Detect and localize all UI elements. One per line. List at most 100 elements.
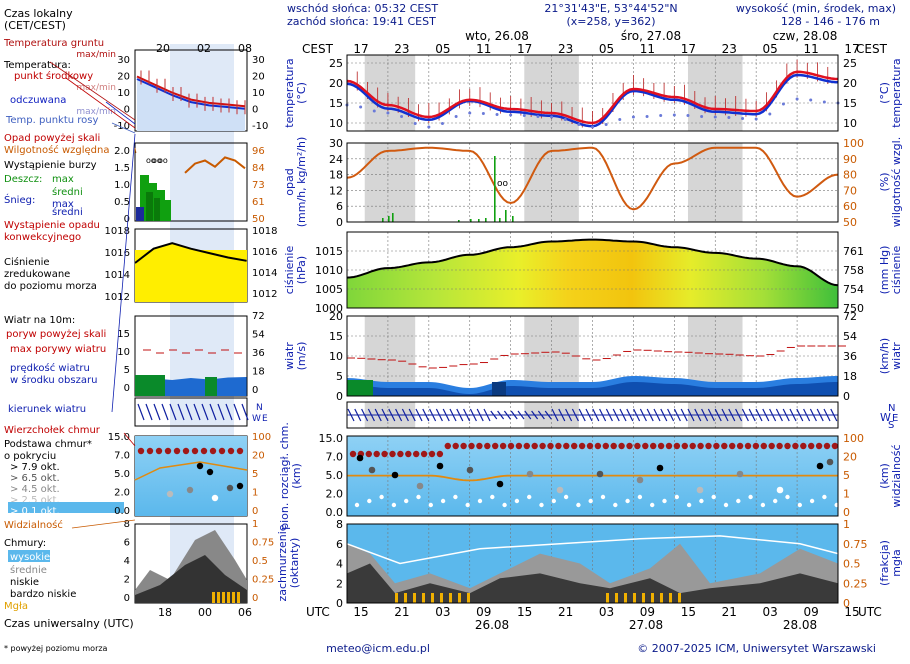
cloudbase-lowdot: [416, 494, 421, 500]
top-tick: 05: [599, 42, 614, 56]
legend-storm: Wystąpienie burzy: [4, 160, 97, 171]
legend-precip-tick: 1.0: [114, 180, 130, 191]
top-tick: 23: [394, 42, 409, 56]
compass-s: S: [888, 420, 894, 431]
cloudtop-dot: [515, 442, 523, 450]
legend-cloudtop-dot: [164, 447, 172, 455]
vis-axis-label: (km)widzialność: [878, 444, 903, 507]
legend-wind-arrow: [153, 403, 161, 421]
legend-wind-arrow: [209, 403, 217, 421]
cloudbase-lowdot: [502, 502, 507, 508]
top-axis-label: CEST: [302, 42, 334, 56]
cloudtop-dot: [484, 442, 491, 450]
wind-tick: 0: [336, 390, 343, 403]
cloud-tick: 7.0: [326, 451, 344, 464]
frac-axis-label-line: mgła: [890, 549, 903, 577]
dewpoint-dot: [672, 113, 676, 117]
legend-press-tick-r: 1014: [252, 268, 277, 279]
legend-top-tick: 20: [156, 42, 170, 55]
cloudtop-dot: [736, 442, 744, 450]
dewpoint-dot: [741, 117, 745, 120]
legend-cover-low: [135, 555, 247, 603]
fog-bar: [651, 593, 654, 603]
bottom-tick: 21: [558, 605, 573, 619]
legend-compass-e: E: [262, 414, 268, 424]
dewpoint-dot: [631, 115, 635, 119]
fog-bar: [642, 593, 645, 603]
bottom-tick: 21: [722, 605, 737, 619]
pressure-line: [346, 238, 839, 287]
top-axis-label-r: CEST: [856, 42, 888, 56]
legend-hum-tick: 61: [252, 197, 265, 208]
cloudbase-lowdot: [600, 494, 606, 500]
cloudbase-lowdot: [711, 494, 716, 500]
email-link[interactable]: meteo@icm.edu.pl: [326, 642, 430, 655]
visibility-line: [347, 474, 838, 482]
cloudbase-lowdot: [428, 502, 433, 508]
frac-tick: 1: [843, 518, 850, 531]
legend-temp-tick-r: -10: [252, 121, 268, 132]
top-tick: 11: [640, 42, 655, 56]
temp-tick: 25: [329, 57, 343, 70]
legend-convective: Wystąpienie opadu konwekcyjnego: [4, 220, 100, 243]
temp-tick: 20: [329, 77, 343, 90]
temp-tick: 10: [329, 117, 343, 130]
precip-tick: 0: [336, 216, 343, 229]
legend-cloudtop-dot: [218, 447, 226, 455]
fog-bar: [422, 593, 425, 603]
legend-ground-maxmin: max/min: [76, 50, 116, 60]
legend-okt-2: > 4.5 okt.: [10, 484, 60, 495]
press-axis-label-r-line: ciśnienie: [890, 246, 903, 295]
fog-bar: [660, 593, 663, 603]
legend-temp-tick-r: 20: [252, 72, 265, 83]
cloudbase-lowdot: [699, 498, 704, 504]
legend-cloudbase-dot: [236, 482, 244, 490]
legend-frac-tick: 0.75: [252, 538, 274, 549]
cloudbase-lowdot: [527, 494, 532, 500]
hum-axis-label-line: (%): [878, 172, 891, 191]
precip-tick: 30: [329, 137, 343, 150]
bottom-tick: 15: [353, 605, 368, 619]
legend-cloudtop-dot: [209, 447, 217, 455]
panel-frame-wind: [346, 315, 839, 397]
bottom-tick: 03: [435, 605, 450, 619]
cloud-tick: 5.0: [326, 469, 344, 482]
legend-cloudbase-dot: [206, 468, 214, 476]
day-bottom: 27.08: [629, 618, 663, 632]
frac-tick: 0.5: [843, 558, 861, 571]
legend-vis-tick: 0: [252, 506, 258, 517]
dewpoint-dot: [427, 125, 431, 129]
cloudbase-lowdot: [576, 502, 581, 508]
legend-fog-bar: [222, 592, 225, 603]
cloudtop-dot: [365, 450, 372, 458]
cloudbase-lowdot: [674, 494, 679, 500]
cloudbase-lowdot: [723, 502, 729, 508]
legend-snow-max: max: [52, 199, 74, 210]
cloudbase-dot: [656, 464, 664, 472]
legend-cloud-base-line: o pokryciu: [4, 451, 56, 462]
legend-vis-tick: 100: [252, 432, 271, 443]
cloudbase-dot: [526, 470, 534, 478]
legend-bottom-tick: 18: [158, 606, 172, 619]
cloudbase-lowdot: [662, 498, 667, 504]
okt-tick: 0: [336, 597, 343, 610]
legend-okt-3: > 2.5 okt.: [10, 495, 60, 506]
dewpoint-dot: [522, 114, 526, 117]
day-bottom: 28.08: [783, 618, 817, 632]
legend-wind-arrow: [145, 403, 153, 421]
legend-rain-bar: [157, 190, 165, 221]
cloudbase-dot: [816, 462, 824, 470]
legend-temp-tick-r: 30: [252, 55, 265, 66]
legend-cloud-tick: 7.0: [114, 451, 130, 462]
storm-mark: oo: [497, 179, 509, 189]
bottom-tick: 09: [476, 605, 491, 619]
legend-cloudtop-dot: [173, 447, 181, 455]
cloudbase-dot: [556, 486, 564, 494]
legend-snow: Śnieg:: [4, 193, 35, 206]
legend-precip-tick: 0: [124, 214, 130, 225]
wind-tick: 5: [336, 370, 343, 383]
legend-cloud-mid: średnie: [10, 564, 47, 576]
legend-cloudbase-dot: [226, 484, 234, 492]
legend-okt-tick: 0: [124, 593, 130, 604]
dewpoint-dot: [550, 115, 554, 119]
